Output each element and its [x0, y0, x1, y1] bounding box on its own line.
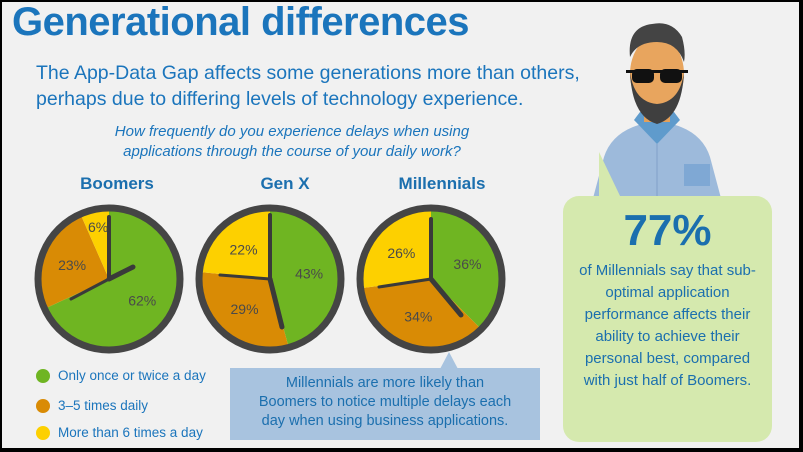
group-title-boomers: Boomers — [80, 174, 154, 193]
question-line: applications through the course of your … — [123, 143, 461, 160]
clock-hand — [267, 276, 285, 330]
subtitle-line: The App-Data Gap affects some generation… — [36, 62, 580, 84]
pie-slice — [41, 216, 110, 308]
pie-slice — [270, 211, 339, 345]
legend-item: 3–5 times daily — [36, 398, 148, 413]
slice-label: 34% — [404, 308, 432, 324]
slice-label: 6% — [88, 219, 108, 235]
legend-swatch-orange — [36, 398, 50, 413]
stat-value: 77% — [623, 206, 712, 255]
slice-label: 22% — [230, 242, 258, 258]
clock-rim — [34, 204, 184, 354]
slice-label: 29% — [231, 301, 259, 317]
bubble-pointer — [599, 152, 621, 198]
page-title: Generational differences — [12, 2, 470, 44]
legend-item: More than 6 times a day — [36, 425, 203, 440]
subtitle: The App-Data Gap affects some generation… — [36, 60, 596, 112]
legend-swatch-green — [36, 368, 50, 383]
clock-rim — [356, 204, 506, 354]
pie-slice — [202, 211, 270, 279]
infographic: Generational differences The App-Data Ga… — [2, 2, 799, 448]
pie-charts: 62% 23% 6% 43% 29% 22% 36% 34% 26% — [34, 204, 506, 354]
pie-slice — [363, 279, 480, 347]
slice-label: 36% — [453, 256, 481, 272]
group-title-genx: Gen X — [260, 174, 310, 193]
slice-label: 43% — [295, 266, 323, 282]
callout-line: Millennials are more likely than — [285, 375, 485, 391]
clock-hand — [428, 276, 464, 318]
man-illustration — [592, 23, 722, 202]
pie-slice — [81, 211, 109, 279]
clock-hand — [69, 277, 111, 301]
clock-hand — [106, 264, 136, 282]
legend-label: Only once or twice a day — [58, 368, 206, 383]
question-line: How frequently do you experience delays … — [114, 123, 470, 140]
callout-box: Millennials are more likely than Boomers… — [230, 368, 540, 440]
legend-item: Only once or twice a day — [36, 368, 206, 383]
stat-bubble: 77% of Millennials say that sub-optimal … — [563, 196, 772, 442]
group-title-millennials: Millennials — [398, 174, 486, 193]
survey-question: How frequently do you experience delays … — [62, 122, 522, 162]
callout-line: Boomers to notice multiple delays each — [258, 394, 512, 410]
clock-hand — [377, 277, 433, 289]
pie-slice — [431, 211, 499, 328]
clock-rim — [195, 204, 345, 354]
subtitle-line: perhaps due to differing levels of techn… — [36, 88, 524, 110]
pie-slice — [363, 211, 431, 288]
callout-line: day when using business applications. — [261, 413, 509, 429]
slice-label: 23% — [58, 257, 86, 273]
slice-label: 26% — [387, 245, 415, 261]
clock-hand — [218, 273, 272, 281]
slice-label: 62% — [128, 292, 156, 308]
legend-label: More than 6 times a day — [58, 425, 203, 440]
legend-label: 3–5 times daily — [58, 398, 149, 413]
stat-text: of Millennials say that sub-optimal appl… — [579, 262, 756, 389]
legend-swatch-yellow — [36, 425, 50, 440]
callout-pointer — [440, 352, 458, 369]
